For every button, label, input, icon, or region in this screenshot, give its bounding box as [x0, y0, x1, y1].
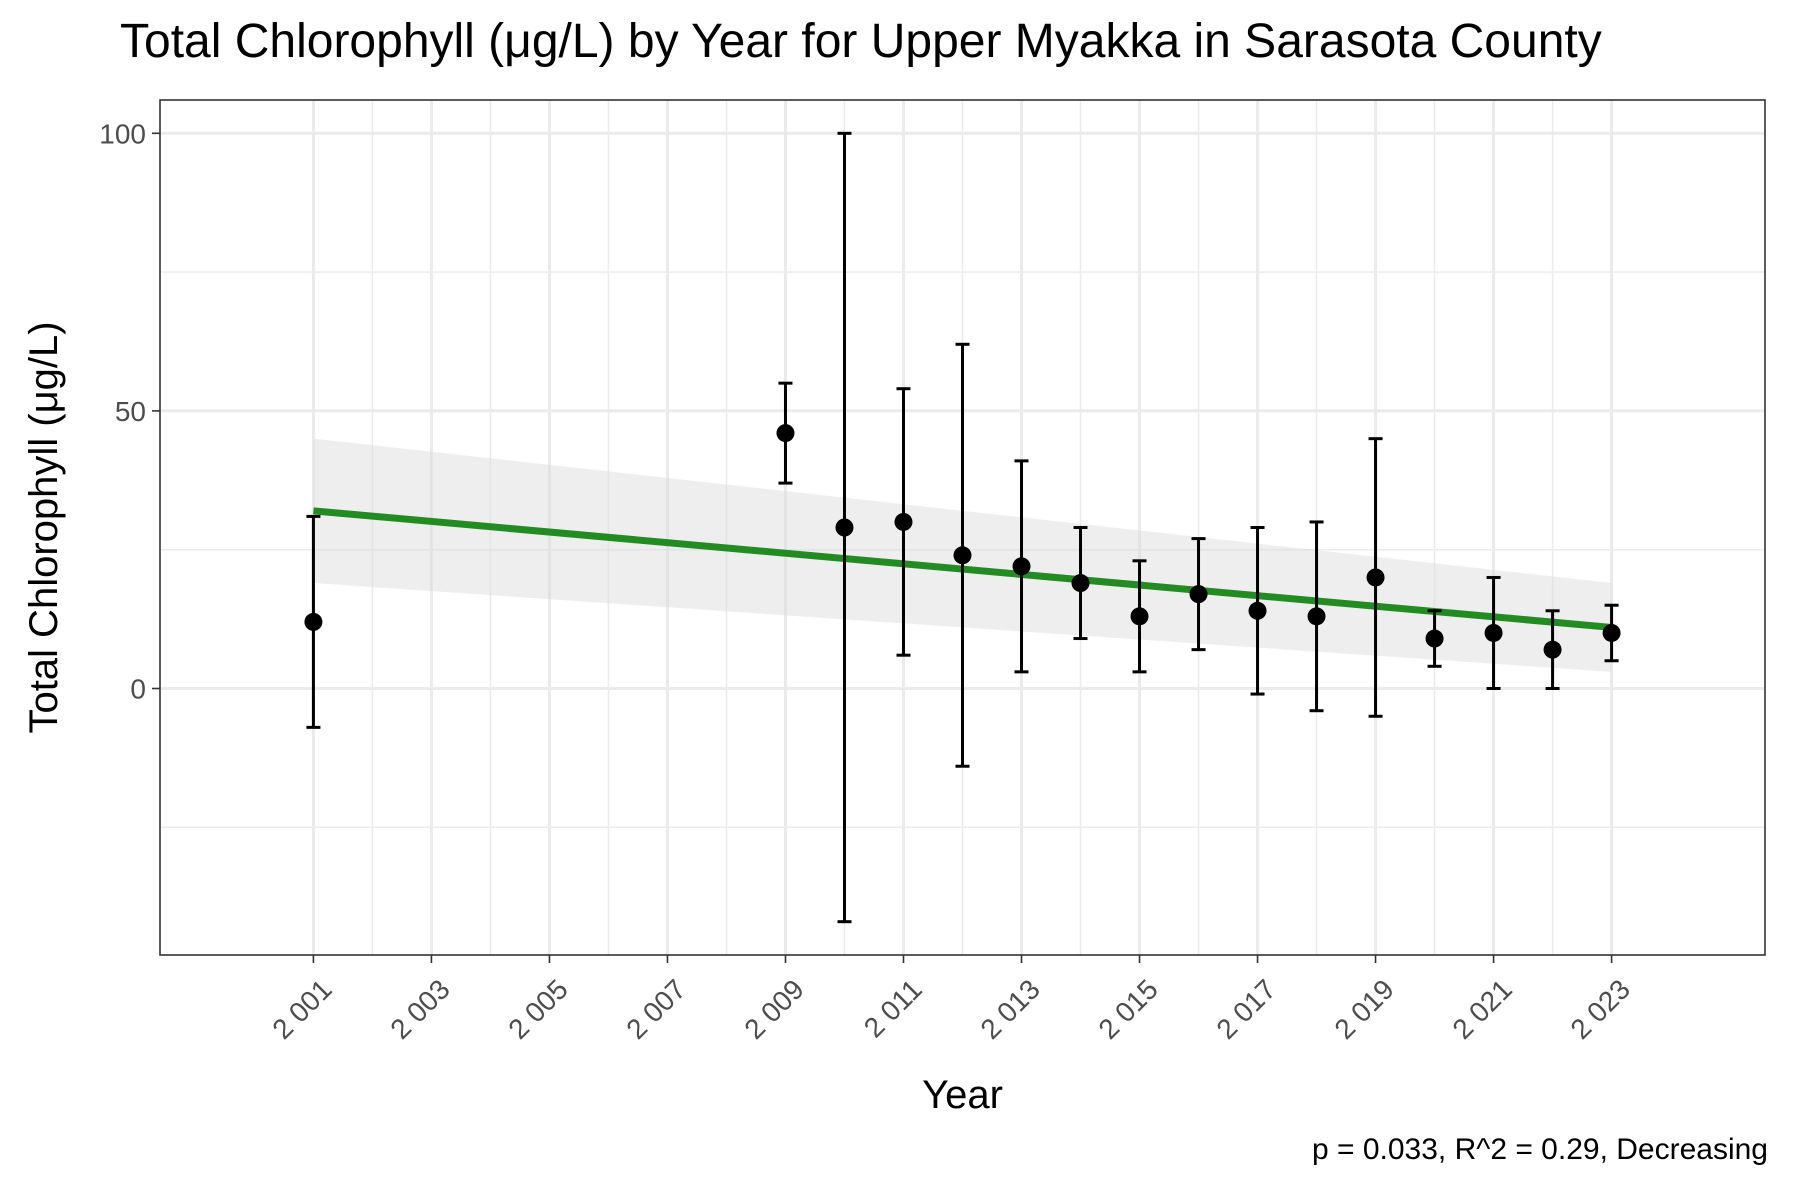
data-point [894, 512, 913, 531]
panel-border [159, 99, 1766, 956]
x-axis-ticks: 2 001 2 003 2 005 2 007 2 009 2 011 2 013 2 015… [266, 955, 1636, 1045]
x-tick-label: 2 003 [384, 973, 455, 1044]
x-tick-label: 2 023 [1564, 973, 1635, 1044]
data-point [1307, 607, 1326, 626]
x-tick-label: 2 015 [1092, 973, 1163, 1044]
data-point [1130, 607, 1149, 626]
x-tick-label: 2 019 [1328, 973, 1399, 1044]
data-point [1071, 574, 1090, 593]
data-point [1543, 640, 1562, 659]
data-point [776, 424, 795, 443]
x-tick-label: 2 011 [858, 973, 928, 1043]
data-point [835, 518, 854, 537]
chart-title: Total Chlorophyll (μg/L) by Year for Upp… [120, 15, 1602, 68]
y-tick-label: 50 [115, 396, 146, 427]
data-point [304, 612, 323, 631]
y-axis-ticks: 0 50 100 [99, 118, 160, 705]
y-tick-label: 100 [99, 118, 146, 149]
x-tick-label: 2 013 [974, 973, 1045, 1044]
stats-caption: p = 0.033, R^2 = 0.29, Decreasing [1311, 1133, 1768, 1166]
data-points [304, 424, 1621, 659]
x-tick-label: 2 021 [1446, 973, 1517, 1044]
data-point [1425, 629, 1444, 648]
y-axis-title: Total Chlorophyll (μg/L) [22, 321, 66, 733]
data-point [1012, 557, 1031, 576]
y-tick-label: 0 [130, 674, 146, 705]
x-axis-title: Year [922, 1073, 1003, 1117]
x-tick-label: 2 009 [738, 973, 809, 1044]
x-tick-label: 2 007 [620, 973, 691, 1044]
data-point [1189, 585, 1208, 604]
data-point [1484, 623, 1503, 642]
data-point [1248, 601, 1267, 620]
data-point [1366, 568, 1385, 587]
x-tick-label: 2 001 [266, 973, 337, 1044]
x-tick-label: 2 005 [502, 973, 573, 1044]
data-point [1602, 623, 1621, 642]
data-point [953, 546, 972, 565]
x-tick-label: 2 017 [1210, 973, 1281, 1044]
